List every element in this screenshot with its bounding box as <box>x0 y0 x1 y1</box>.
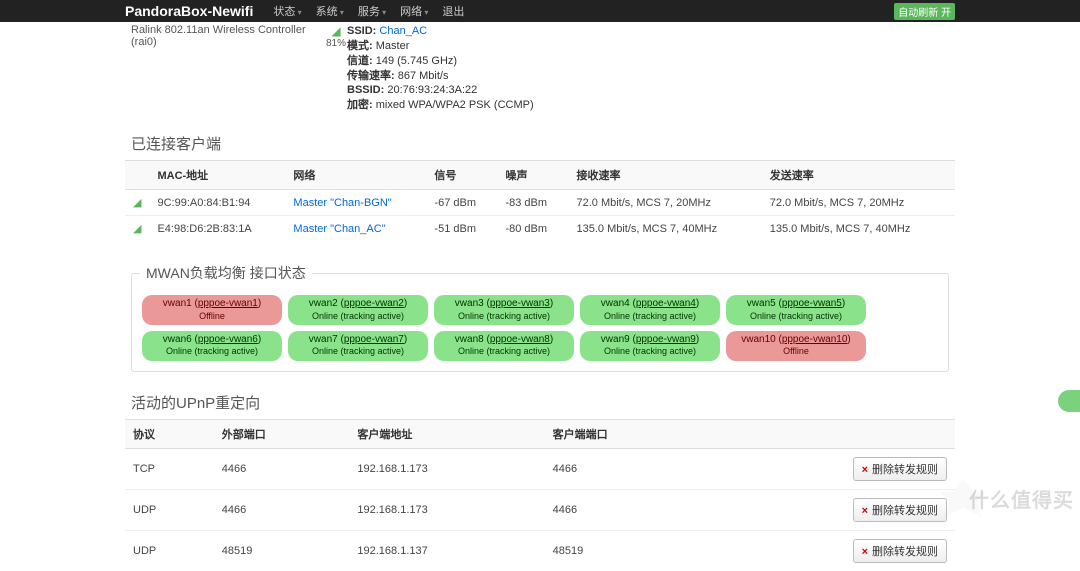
nav-network[interactable]: 网络 <box>400 3 428 19</box>
mwan-fieldset: MWAN负载均衡 接口状态 vwan1 (pppoe-vwan1) Offlin… <box>131 261 949 372</box>
mwan-interface-pill[interactable]: vwan5 (pppoe-vwan5) Online (tracking act… <box>726 295 866 325</box>
clients-header: 已连接客户端 <box>131 133 955 154</box>
table-row: ◢ E4:98:D6:2B:83:1A Master "Chan_AC" -51… <box>125 216 955 242</box>
mwan-interface-pill[interactable]: vwan7 (pppoe-vwan7) Online (tracking act… <box>288 331 428 361</box>
nav-services[interactable]: 服务 <box>358 3 386 19</box>
wifi-signal-icon: ◢ <box>125 190 149 216</box>
adapter-name: Ralink 802.11an Wireless Controller (rai… <box>125 24 325 113</box>
mwan-interface-pill[interactable]: vwan9 (pppoe-vwan9) Online (tracking act… <box>580 331 720 361</box>
mwan-interface-pill[interactable]: vwan2 (pppoe-vwan2) Online (tracking act… <box>288 295 428 325</box>
wifi-signal-icon: ◢ <box>125 216 149 242</box>
signal-percent: 81% <box>325 38 347 49</box>
wifi-info: SSID: Chan_AC 模式: Master 信道: 149 (5.745 … <box>347 24 534 113</box>
table-row: TCP 4466 192.168.1.173 4466 ×删除转发规则 <box>125 448 955 489</box>
mwan-title: MWAN负载均衡 接口状态 <box>140 261 312 285</box>
nav-system[interactable]: 系统 <box>316 3 344 19</box>
delete-rule-button[interactable]: ×删除转发规则 <box>853 498 947 522</box>
network-link[interactable]: Master "Chan-BGN" <box>293 197 391 209</box>
upnp-header: 活动的UPnP重定向 <box>131 392 955 413</box>
nav-logout[interactable]: 退出 <box>442 3 464 19</box>
delete-rule-button[interactable]: ×删除转发规则 <box>853 539 947 563</box>
delete-rule-button[interactable]: ×删除转发规则 <box>853 457 947 481</box>
mwan-interface-pill[interactable]: vwan6 (pppoe-vwan6) Online (tracking act… <box>142 331 282 361</box>
close-icon: × <box>862 464 868 476</box>
table-row: UDP 48519 192.168.1.137 48519 ×删除转发规则 <box>125 530 955 571</box>
table-row: UDP 4466 192.168.1.173 4466 ×删除转发规则 <box>125 489 955 530</box>
wifi-signal-icon: ◢ <box>325 24 347 38</box>
mac-cell: 9C:99:A0:84:B1:94 <box>149 190 285 216</box>
navbar: PandoraBox-Newifi 状态 系统 服务 网络 退出 自动刷新 开 <box>0 0 1080 22</box>
mwan-interface-pill[interactable]: vwan10 (pppoe-vwan10) Offline <box>726 331 866 361</box>
mwan-interface-pill[interactable]: vwan1 (pppoe-vwan1) Offline <box>142 295 282 325</box>
mwan-interface-pill[interactable]: vwan3 (pppoe-vwan3) Online (tracking act… <box>434 295 574 325</box>
mwan-interface-pill[interactable]: vwan8 (pppoe-vwan8) Online (tracking act… <box>434 331 574 361</box>
table-row: ◢ 9C:99:A0:84:B1:94 Master "Chan-BGN" -6… <box>125 190 955 216</box>
wireless-overview: Ralink 802.11an Wireless Controller (rai… <box>125 24 955 113</box>
floating-action-icon[interactable] <box>1058 390 1080 412</box>
network-link[interactable]: Master "Chan_AC" <box>293 223 385 235</box>
mac-cell: E4:98:D6:2B:83:1A <box>149 216 285 242</box>
autorefresh-badge[interactable]: 自动刷新 开 <box>894 3 955 20</box>
close-icon: × <box>862 505 868 517</box>
ssid-link[interactable]: Chan_AC <box>379 25 427 37</box>
upnp-table: 协议 外部端口 客户端地址 客户端端口 TCP 4466 192.168.1.1… <box>125 419 955 571</box>
brand[interactable]: PandoraBox-Newifi <box>125 3 253 19</box>
mwan-interface-pill[interactable]: vwan4 (pppoe-vwan4) Online (tracking act… <box>580 295 720 325</box>
mwan-grid: vwan1 (pppoe-vwan1) Offlinevwan2 (pppoe-… <box>136 289 944 367</box>
watermark-text: 什么值得买 <box>969 484 1074 513</box>
nav-status[interactable]: 状态 <box>273 3 301 19</box>
clients-table: MAC-地址 网络 信号 噪声 接收速率 发送速率 ◢ 9C:99:A0:84:… <box>125 160 955 241</box>
close-icon: × <box>862 546 868 558</box>
